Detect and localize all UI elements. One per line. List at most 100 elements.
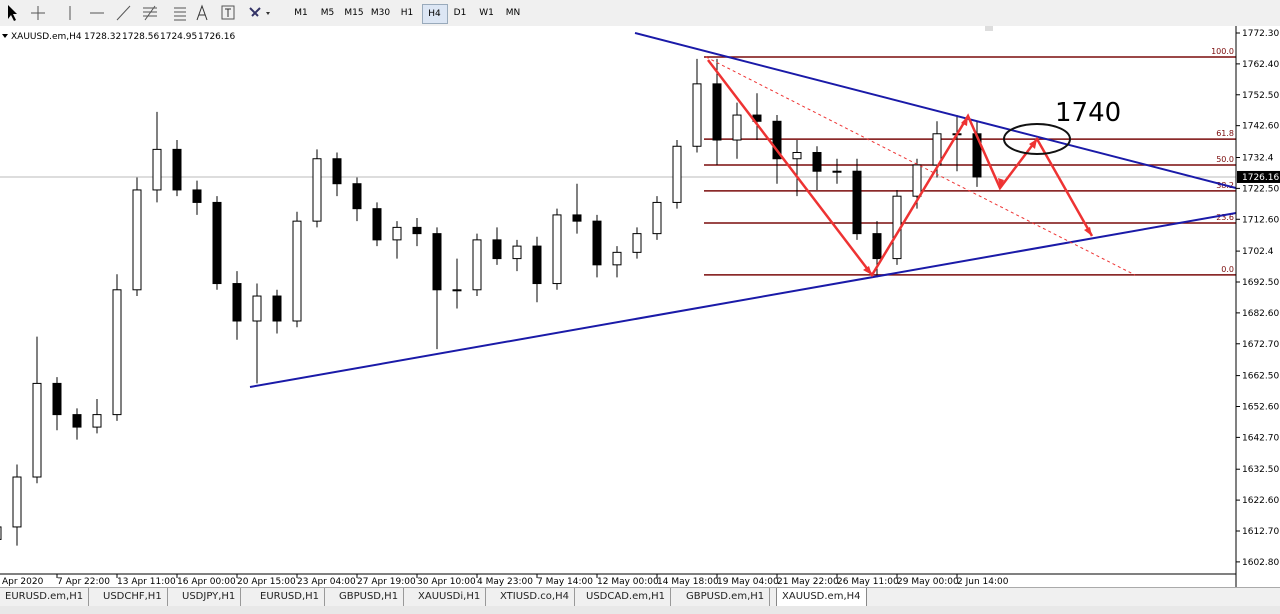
x-tick-label: Apr 2020	[2, 577, 44, 587]
y-tick-label: 1682.60	[1242, 309, 1279, 319]
candle-body	[392, 226, 402, 241]
candle-body	[12, 476, 22, 528]
x-tick-label: 7 Apr 22:00	[57, 577, 110, 587]
candle-body	[272, 295, 282, 322]
y-tick-label: 1742.60	[1242, 122, 1279, 132]
header: XAUUSD.em,H4	[2, 32, 82, 42]
x-tick-label: 21 May 22:00	[777, 577, 839, 587]
candle-body	[652, 201, 662, 235]
candle-body	[792, 152, 802, 160]
candle-body	[92, 414, 102, 428]
candle-body	[212, 201, 222, 285]
x-tick-label: 19 May 04:00	[717, 577, 779, 587]
timeframe-button[interactable]: H4	[421, 4, 448, 24]
tool-icons	[8, 4, 270, 21]
y-tick-label: 1752.50	[1242, 91, 1279, 101]
y-tick-label: 1772.30	[1242, 29, 1279, 39]
x-tick-label: 29 May 00:00	[897, 577, 959, 587]
chart: 100.061.850.038.223.60.0 1740 1772.30176…	[0, 26, 1280, 587]
price-label: 1726.16	[1242, 173, 1279, 183]
chart-tab[interactable]: XAUUSDi,H1	[413, 588, 487, 606]
chart-tab[interactable]: XAUUSD.em,H4	[776, 588, 867, 607]
candle-body	[152, 148, 162, 191]
candle-body	[672, 145, 682, 203]
x-tick-label: 26 May 11:00	[837, 577, 899, 587]
header-price: 1724.95	[160, 32, 197, 42]
y-tick-label: 1662.50	[1242, 372, 1279, 382]
candle-body	[872, 233, 882, 260]
fibo-label: 50.0	[1216, 155, 1234, 164]
chart-tab[interactable]: USDJPY,H1	[177, 588, 242, 606]
y-tick-label: 1722.50	[1242, 184, 1279, 194]
candle-body	[412, 226, 422, 235]
trendline-upper	[634, 32, 1236, 189]
y-tick-label: 1602.80	[1242, 558, 1279, 568]
x-tick-label: 14 May 18:00	[657, 577, 719, 587]
status-bar	[0, 606, 1280, 614]
target-ellipse	[1003, 123, 1071, 155]
chart-tab[interactable]: EURUSD,H1	[255, 588, 326, 606]
candle-body	[812, 152, 822, 172]
candle-body	[692, 83, 702, 147]
drawings: 1740	[249, 32, 1236, 388]
x-tick-label: 12 May 00:00	[597, 577, 659, 587]
y-tick-label: 1612.70	[1242, 527, 1279, 537]
timeframe-button[interactable]: M15	[344, 8, 364, 18]
candle-body	[512, 245, 522, 260]
candle-body	[192, 189, 202, 203]
chart-tab[interactable]: USDCAD.em,H1	[581, 588, 672, 606]
timeframe-button[interactable]: M1	[294, 8, 308, 18]
trendline-lower	[249, 212, 1236, 388]
candle-body	[532, 245, 542, 285]
timeframe-button[interactable]: M30	[370, 8, 391, 18]
symbol: XAUUSD.em,H4	[11, 32, 82, 42]
timeframe-button[interactable]: H1	[400, 8, 414, 18]
timeframe-button[interactable]: MN	[505, 8, 521, 18]
candle-body	[552, 214, 562, 285]
chart-tab[interactable]: GBPUSD.em,H1	[681, 588, 771, 606]
x-tick-label: 13 Apr 11:00	[117, 577, 176, 587]
x-tick-label: 30 Apr 10:00	[417, 577, 476, 587]
candle-body	[432, 233, 442, 291]
candle-body	[612, 251, 622, 266]
x-tick-label: 20 Apr 15:00	[237, 577, 296, 587]
candle-body	[472, 239, 482, 291]
channel-line	[705, 56, 1136, 276]
chart-tab[interactable]: EURUSD.em,H1	[0, 588, 90, 606]
candle-body	[292, 220, 302, 322]
y-tick-label: 1692.50	[1242, 278, 1279, 288]
fibo-label: 100.0	[1211, 47, 1234, 56]
timeframe-button[interactable]: M5	[320, 8, 335, 18]
chart-tab[interactable]: XTIUSD.co,H4	[495, 588, 575, 606]
timeframe-button[interactable]: D1	[453, 8, 467, 18]
candle-body	[832, 170, 842, 173]
timeframe-button[interactable]: W1	[479, 8, 494, 18]
candle-body	[332, 158, 342, 185]
arrow-heads	[863, 116, 1092, 275]
candle-body	[32, 382, 42, 478]
chart-tab[interactable]: USDCHF,H1	[98, 588, 168, 606]
candle-body	[852, 170, 862, 235]
candle-body	[712, 83, 722, 141]
candle-body	[72, 414, 82, 428]
price-box	[1237, 170, 1280, 183]
chart-tab[interactable]: GBPUSD,H1	[334, 588, 405, 606]
fibo-label: 0.0	[1221, 265, 1234, 274]
y-tick-label: 1622.60	[1242, 496, 1279, 506]
x-tick-label: 7 May 14:00	[537, 577, 593, 587]
candle-body	[372, 208, 382, 241]
candle-body	[112, 289, 122, 416]
candle-body	[232, 283, 242, 322]
candle-body	[912, 164, 922, 197]
y-tick-label: 1642.70	[1242, 433, 1279, 443]
y-tick-label: 1632.50	[1242, 465, 1279, 475]
candle-body	[592, 220, 602, 266]
x-tick-label: 23 Apr 04:00	[297, 577, 356, 587]
y-tick-label: 1702.4	[1242, 247, 1274, 257]
candle-body	[0, 526, 2, 540]
fibo-label: 23.6	[1216, 213, 1234, 222]
x-tick-label: 2 Jun 14:00	[957, 577, 1009, 587]
candle-body	[492, 239, 502, 260]
candle-body	[772, 120, 782, 160]
forecast-arrows	[707, 59, 1094, 278]
